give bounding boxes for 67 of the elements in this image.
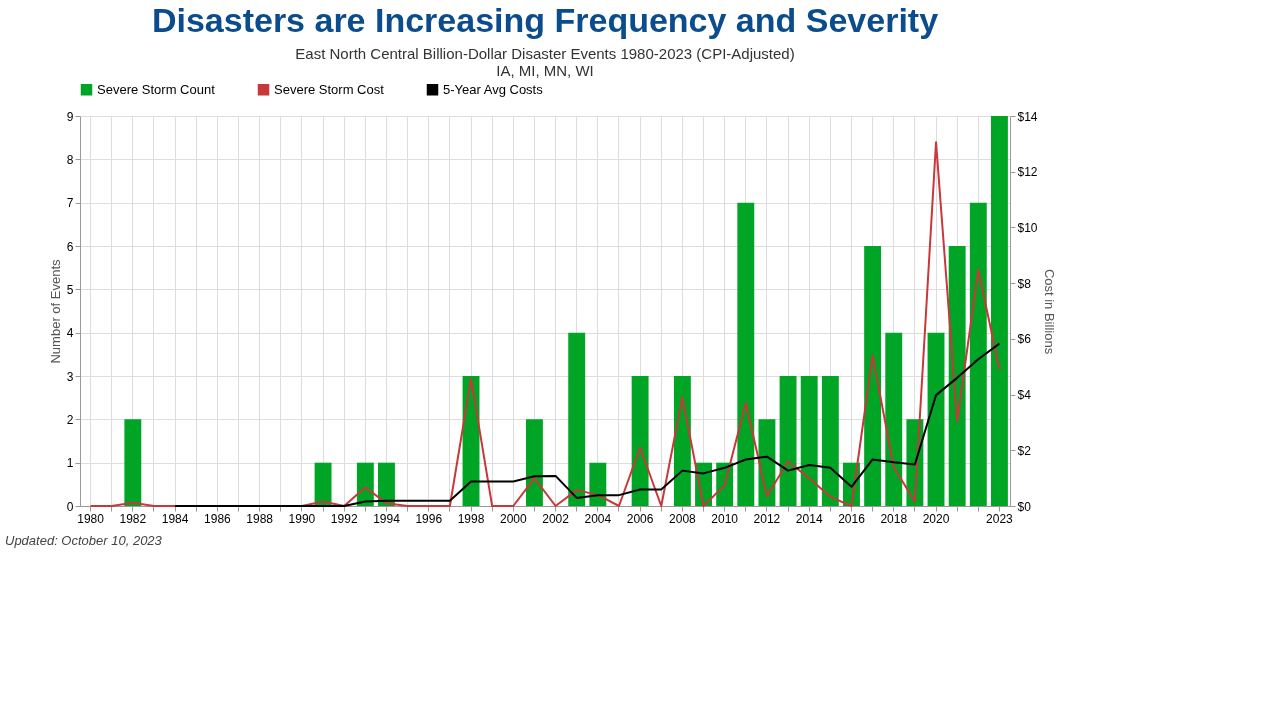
x-tick-label: 2018 (880, 511, 908, 526)
x-tick-label: 2012 (753, 511, 781, 526)
x-tick-label: 2006 (626, 511, 654, 526)
legend-label: Severe Storm Cost (274, 81, 385, 97)
y2-tick-label: $8 (1017, 276, 1032, 291)
x-tick-label: 1998 (457, 511, 485, 526)
y-tick-label: 0 (66, 499, 74, 514)
y-tick-label: 7 (66, 196, 74, 211)
bar (800, 376, 818, 506)
y-axis-title: Number of Events (47, 258, 63, 364)
y-tick-label: 9 (66, 109, 74, 124)
x-tick-label: 1984 (161, 511, 189, 526)
x-tick-label: 1996 (415, 511, 443, 526)
bar (589, 462, 607, 506)
x-tick-label: 2008 (669, 511, 697, 526)
x-tick-label: 2002 (542, 511, 570, 526)
bar (631, 376, 649, 506)
line-series (89, 141, 1001, 507)
x-tick-label: 2016 (838, 511, 866, 526)
text: Updated: October 10, 2023 (5, 533, 163, 548)
y-tick-label: 6 (66, 239, 74, 254)
y2-tick-label: $4 (1017, 388, 1032, 403)
y-tick-label: 8 (66, 152, 74, 167)
x-tick-label: 1982 (119, 511, 147, 526)
chart-title: Disasters are Increasing Frequency and Severity (151, 1, 939, 39)
bar (314, 462, 332, 506)
y2-tick-label: $6 (1017, 332, 1032, 347)
bar (864, 246, 882, 506)
y2-tick-label: $0 (1017, 499, 1032, 514)
x-tick-label: 1988 (246, 511, 274, 526)
x-tick-label: 1994 (373, 511, 401, 526)
bar (969, 202, 987, 506)
x-tick-label: 1980 (77, 511, 105, 526)
bar (378, 462, 395, 506)
y-tick-label: 4 (66, 326, 74, 341)
legend-label: 5-Year Avg Costs (443, 81, 544, 97)
text: IA, MI, MN, WI (496, 62, 594, 79)
bar (821, 376, 839, 506)
bar (927, 332, 945, 506)
x-tick-label: 2023 (986, 511, 1014, 526)
x-tick-label: 2020 (922, 511, 950, 526)
bar (948, 246, 966, 506)
line-series (174, 342, 1001, 507)
y2-tick-label: $12 (1017, 165, 1038, 180)
y2-tick-label: $10 (1017, 220, 1038, 235)
y-tick-label: 3 (66, 369, 74, 384)
bar (779, 376, 797, 506)
y-tick-label: 2 (66, 412, 74, 427)
x-tick-label: 1992 (330, 511, 358, 526)
x-tick-label: 2004 (584, 511, 612, 526)
bar (525, 419, 543, 506)
bar (124, 419, 142, 506)
x-tick-label: 2014 (795, 511, 823, 526)
chart-subtitle: East North Central Billion-Dollar Disaster Events 1980-2023 (CPI-Adjusted) (295, 45, 795, 62)
y2-axis-title: Cost in Billions (1041, 268, 1057, 355)
x-tick-label: 2000 (499, 511, 527, 526)
x-tick-label: 2010 (711, 511, 739, 526)
legend-label: Severe Storm Count (97, 81, 216, 97)
bar (568, 332, 586, 506)
bar (737, 202, 755, 506)
y2-tick-label: $2 (1017, 443, 1032, 458)
y-tick-label: 5 (66, 282, 74, 297)
x-tick-label: 1990 (288, 511, 316, 526)
y2-tick-label: $14 (1017, 109, 1038, 124)
x-tick-label: 1986 (204, 511, 232, 526)
y-tick-label: 1 (66, 456, 74, 471)
bar (885, 332, 903, 506)
